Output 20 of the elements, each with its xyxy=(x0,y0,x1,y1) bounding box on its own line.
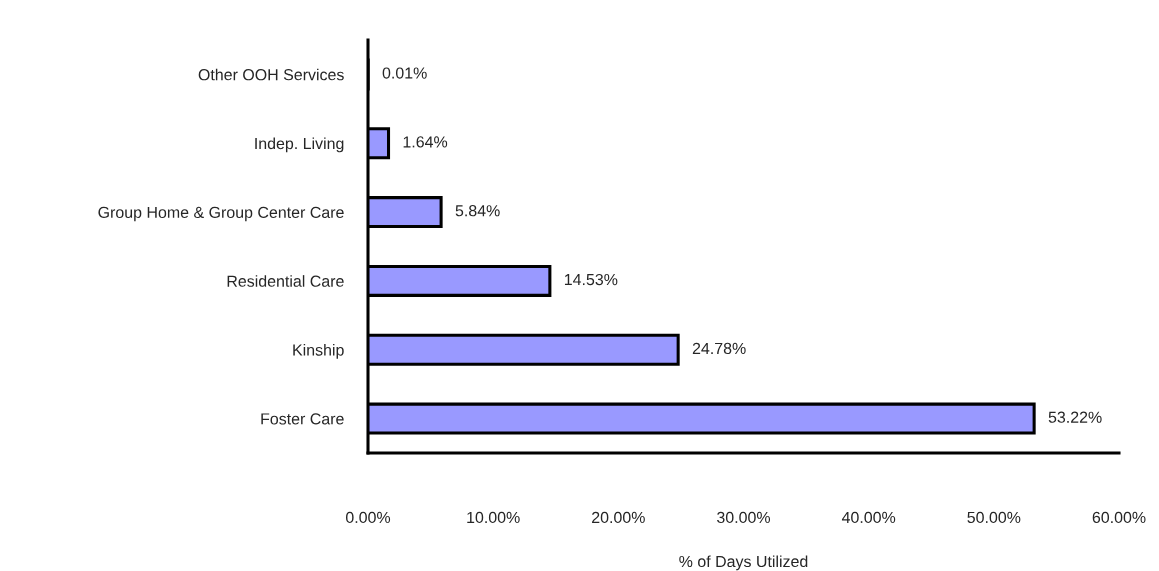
data-label: 14.53% xyxy=(564,273,618,286)
x-tick-label: 40.00% xyxy=(841,511,896,524)
x-tick-label: 10.00% xyxy=(467,511,520,524)
data-label: 5.84% xyxy=(455,205,500,217)
y-tick-label: Foster Care xyxy=(261,413,344,425)
y-tick-label: Indep. Living xyxy=(255,137,344,153)
y-tick-label: Residential Care xyxy=(227,275,344,287)
x-axis-title: % of Days Utilized xyxy=(679,555,808,571)
x-tick-label: 0.00% xyxy=(345,511,391,524)
y-tick-label: Kinship xyxy=(293,343,344,359)
x-tick-label: 50.00% xyxy=(967,511,1021,524)
y-tick-label: Group Home & Group Center Care xyxy=(98,206,344,222)
data-label: 0.01% xyxy=(382,67,427,79)
x-tick-label: 60.00% xyxy=(1092,511,1146,524)
data-label: 1.64% xyxy=(403,136,448,148)
x-tick-label: 30.00% xyxy=(717,511,771,524)
data-label: 24.78% xyxy=(692,342,746,355)
x-tick-label: 20.00% xyxy=(592,511,645,524)
data-label: 53.22% xyxy=(1048,411,1102,423)
y-tick-label: Other OOH Services xyxy=(198,68,344,81)
